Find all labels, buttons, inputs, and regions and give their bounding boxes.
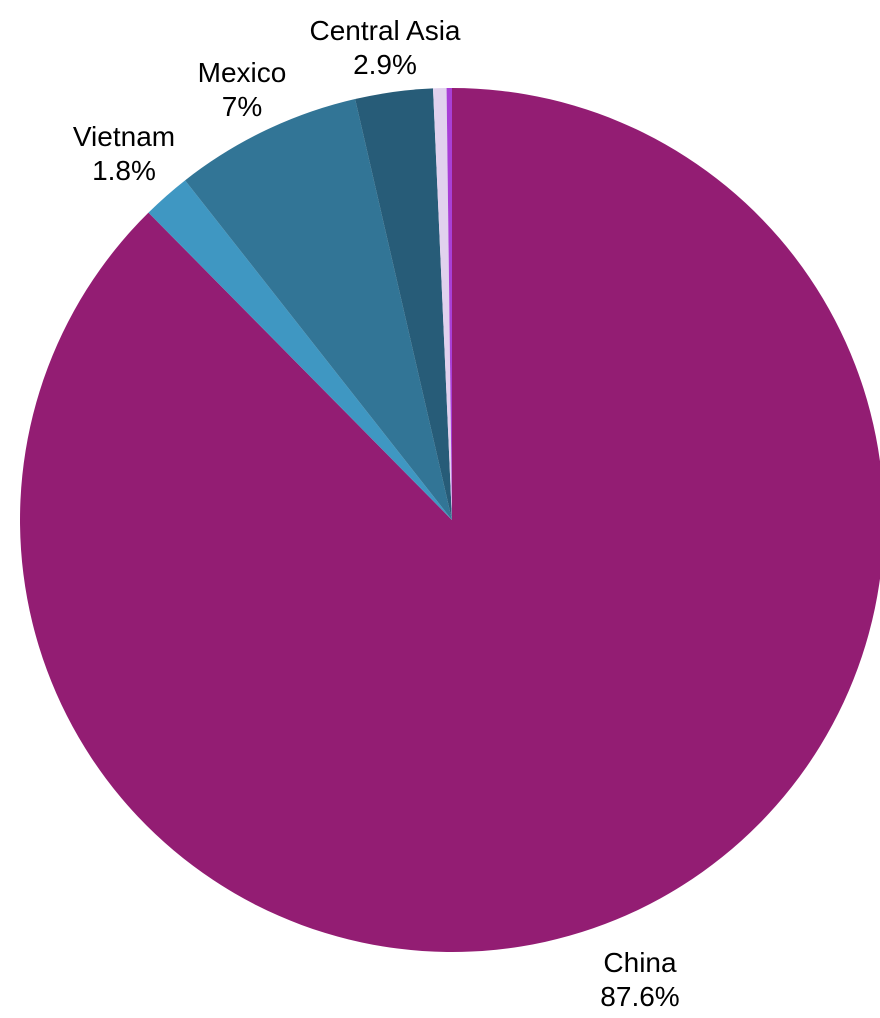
- slice-value-china: 87.6%: [600, 981, 679, 1012]
- slice-label-vietnam: Vietnam: [73, 121, 175, 152]
- slice-label-china: China: [603, 947, 677, 978]
- slice-vietnam: [148, 180, 452, 520]
- slice-unlabeled-4: [433, 88, 452, 520]
- slice-unlabeled-5: [446, 87, 452, 520]
- pie-slices: [20, 87, 880, 952]
- slice-mexico: [185, 99, 452, 520]
- slice-value-central-asia: 2.9%: [353, 49, 417, 80]
- slice-label-mexico: Mexico: [198, 57, 287, 88]
- slice-label-central-asia: Central Asia: [310, 15, 461, 46]
- slice-value-mexico: 7%: [222, 91, 262, 122]
- slice-central-asia: [355, 88, 452, 521]
- slice-china: [20, 88, 880, 952]
- slice-value-vietnam: 1.8%: [92, 155, 156, 186]
